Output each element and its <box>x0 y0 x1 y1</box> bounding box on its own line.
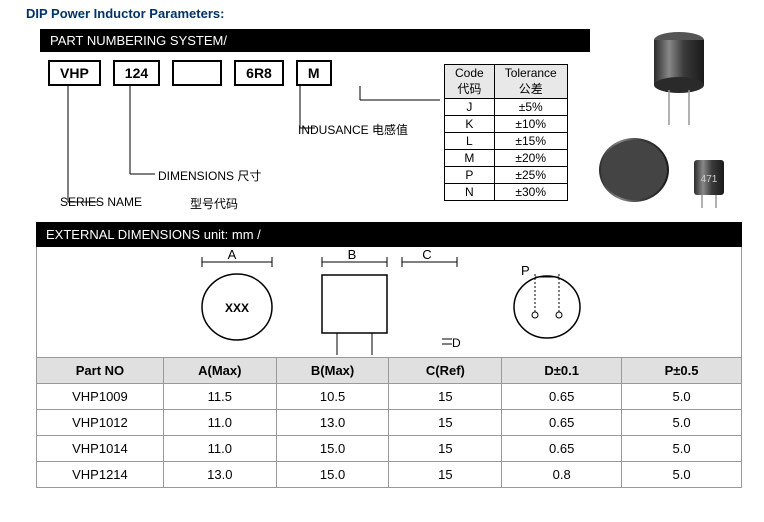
table-row: VHP101411.015.0150.655.0 <box>37 436 742 462</box>
svg-text:C: C <box>422 247 431 262</box>
tol-hdr-code: Code代码 <box>445 65 495 99</box>
external-dimensions-header: EXTERNAL DIMENSIONS unit: mm / <box>36 222 742 247</box>
external-dimensions-table: Part NOA(Max)B(Max) C(Ref)D±0.1P±0.5 VHP… <box>36 357 742 488</box>
svg-text:XXX: XXX <box>225 301 249 315</box>
page-title: DIP Power Inductor Parameters: <box>0 0 764 29</box>
svg-text:D: D <box>452 336 461 350</box>
svg-text:A: A <box>228 247 237 262</box>
table-row: VHP121413.015.0150.85.0 <box>37 462 742 488</box>
part-numbering-header: PART NUMBERING SYSTEM/ <box>40 29 590 52</box>
label-dimensions: DIMENSIONS 尺寸 <box>158 167 261 184</box>
table-header-row: Part NOA(Max)B(Max) C(Ref)D±0.1P±0.5 <box>37 358 742 384</box>
component-photo: 471 <box>584 30 754 210</box>
label-series-cn: 型号代码 <box>190 195 238 212</box>
svg-text:471: 471 <box>701 174 718 185</box>
table-row: VHP101211.013.0150.655.0 <box>37 410 742 436</box>
svg-text:P: P <box>521 263 530 278</box>
dimension-diagram: A XXX B C D P <box>36 247 742 357</box>
tol-hdr-tol: Tolerance公差 <box>494 65 567 99</box>
label-inductance: INDUSANCE 电感值 <box>298 121 408 138</box>
label-series: SERIES NAME <box>60 195 142 209</box>
table-row: VHP100911.510.5150.655.0 <box>37 384 742 410</box>
svg-text:B: B <box>348 247 357 262</box>
tolerance-table: Code代码 Tolerance公差 J±5% K±10% L±15% M±20… <box>444 64 568 201</box>
